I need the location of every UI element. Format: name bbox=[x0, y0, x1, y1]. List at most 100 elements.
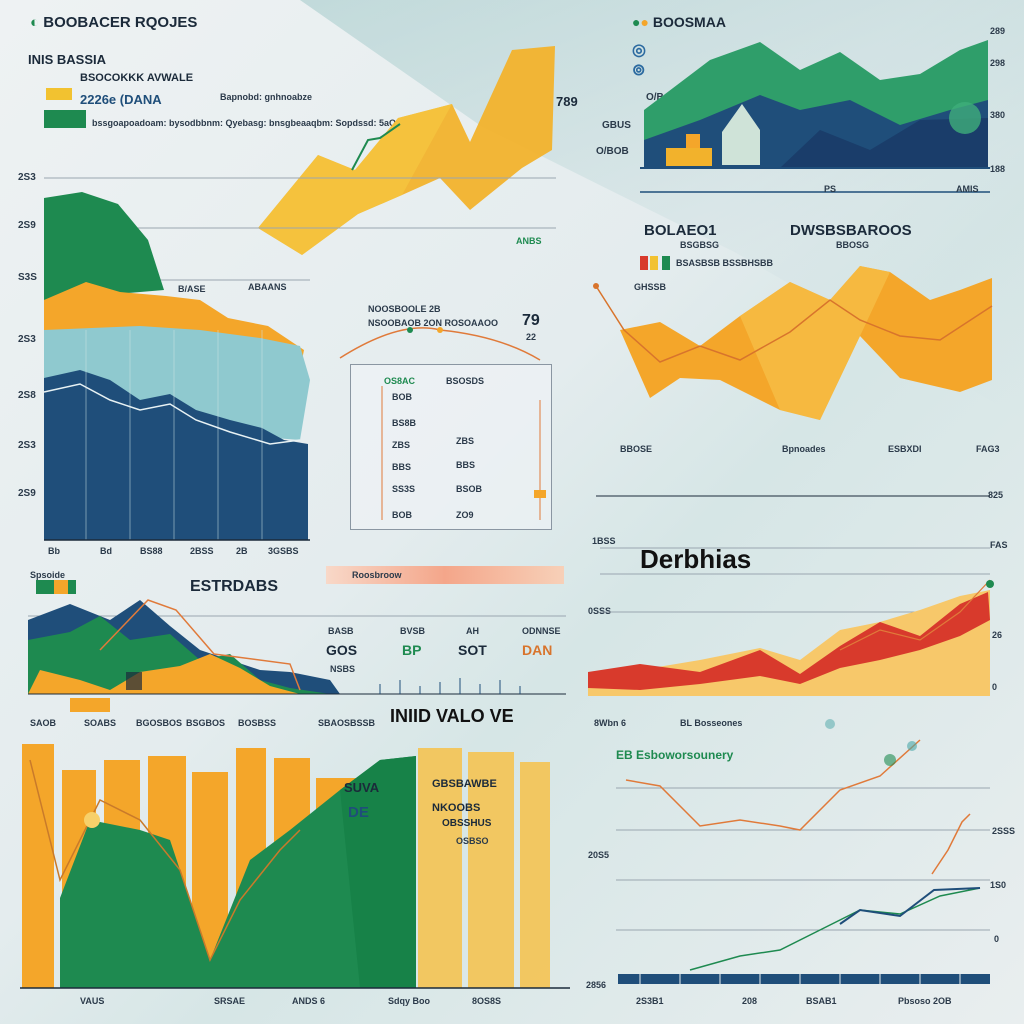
left-right-label: ANBS bbox=[516, 236, 542, 246]
top-left-title: INIS BASSIA bbox=[28, 52, 107, 67]
peak-label: 789 bbox=[556, 94, 578, 109]
mid-left-x-3: BGOSBOS bbox=[136, 718, 183, 728]
bottom-right-tick-1: 2SSS bbox=[992, 826, 1016, 836]
center-data-box bbox=[350, 364, 552, 530]
right-mid-x-1: BBOSE bbox=[620, 444, 653, 454]
mid-left-x-2: SOABS bbox=[84, 718, 117, 728]
bottom-left-panel-text1: SUVA bbox=[344, 780, 380, 795]
right-mid-legend2: GHSSB bbox=[634, 282, 667, 292]
center-header: OS8AC bbox=[384, 376, 416, 386]
top-right-label-a: GBUS bbox=[602, 120, 631, 131]
left-y-tick-6: 2S3 bbox=[18, 440, 36, 451]
mid-left-col-2: BVSB bbox=[400, 626, 426, 636]
mid-left-sub: NSBS bbox=[330, 664, 356, 674]
top-right-axis-a: PS bbox=[824, 184, 837, 194]
legend-swatch-green bbox=[44, 110, 86, 128]
bottom-left-x-3: ANDS 6 bbox=[292, 996, 326, 1006]
center-row-4: BBS bbox=[392, 462, 412, 472]
legend-green-swatch bbox=[662, 256, 670, 270]
top-right-icon-b: ⊚ bbox=[632, 62, 646, 79]
mid-left-col-1: BASB bbox=[328, 626, 354, 636]
mid-left-bar bbox=[326, 566, 564, 584]
top-right-label-b: O/BOB bbox=[596, 146, 629, 157]
right-mid-title-right: DWSBSBAROOS bbox=[790, 222, 912, 239]
bottom-left-panel-text6: OSBSO bbox=[456, 836, 489, 846]
bottom-left-panel-text3: GBSBAWBE bbox=[432, 778, 497, 790]
left-x-tick-4: 2BSS bbox=[190, 546, 214, 556]
right-mid-subtitle: BSGBSG bbox=[680, 240, 720, 250]
center-title2: NSOOBAOB 2ON ROSOAAOO bbox=[368, 318, 499, 328]
derbhias-left-tick2: 0SSS bbox=[588, 606, 612, 616]
mid-left-value-4: DAN bbox=[522, 642, 553, 658]
left-x-tick-2: Bd bbox=[100, 546, 112, 556]
derbhias-title: Derbhias bbox=[640, 544, 752, 574]
top-left-sub3: Bapnobd: gnhnoabze bbox=[220, 92, 312, 102]
center-row-3: ZBS bbox=[392, 440, 410, 450]
legend-swatch-yellow bbox=[46, 88, 72, 100]
legend-red-swatch bbox=[640, 256, 648, 270]
derbhias-right-tick-1: FAS bbox=[990, 540, 1008, 550]
mid-left-value-2: BP bbox=[402, 642, 422, 658]
center-row2-1: ZBS bbox=[456, 436, 474, 446]
right-mid-x-3: ESBXDI bbox=[888, 444, 922, 454]
bottom-right-legend-a: 8Wbn 6 bbox=[594, 718, 627, 728]
derbhias-right-tick-2: 26 bbox=[992, 630, 1003, 640]
left-x-tick-5: 2B bbox=[236, 546, 248, 556]
top-left-sub2: 2226e (DANA bbox=[80, 92, 162, 107]
center-value: 79 bbox=[522, 312, 540, 329]
brand-left: ◐ BOOBACER RQOJES bbox=[30, 14, 198, 31]
center-title1: NOOSBOOLE 2B bbox=[368, 304, 441, 314]
bottom-left-panel-text2: DE bbox=[348, 804, 369, 821]
bottom-right-left-bottom: 2856 bbox=[586, 980, 607, 990]
derbhias-right-tick-3: 0 bbox=[992, 682, 998, 692]
mid-left-col-4: ODNNSE bbox=[522, 626, 561, 636]
top-right-label-c: O/B bbox=[646, 92, 664, 103]
center-row-6: BOB bbox=[392, 510, 412, 520]
bottom-left-panel-text4: NKOOBS bbox=[432, 802, 481, 814]
mid-left-x-5: BOSBSS bbox=[238, 718, 277, 728]
right-mid-title-left: BOLAEO1 bbox=[644, 222, 717, 239]
derbhias-left-tick: 1BSS bbox=[592, 536, 616, 546]
bottom-right-x-1: 2S3B1 bbox=[636, 996, 664, 1006]
mid-left-title: ESTRDABS bbox=[190, 578, 279, 595]
left-y-tick-1: 2S3 bbox=[18, 172, 36, 183]
left-y-tick-2: 2S9 bbox=[18, 220, 36, 231]
top-left-caption: bssgoapoadoam: bysodbbnm: Qyebasg: bnsgb… bbox=[92, 118, 397, 128]
center-row2-4: ZO9 bbox=[456, 510, 474, 520]
left-x-tick-3: BS88 bbox=[140, 546, 163, 556]
mid-left-x-4: BSGBOS bbox=[186, 718, 226, 728]
center-row-2: BS8B bbox=[392, 418, 417, 428]
brand-right: ●● BOOSMAA bbox=[632, 14, 726, 30]
bottom-left-x-2: SRSAE bbox=[214, 996, 246, 1006]
top-right-axis-b: AMIS bbox=[956, 184, 979, 194]
left-y-tick-7: 2S9 bbox=[18, 488, 36, 499]
left-x-tick-1: Bb bbox=[48, 546, 60, 556]
bottom-right-x-4: Pbsoso 2OB bbox=[898, 996, 952, 1006]
bottom-right-left-tick: 20S5 bbox=[588, 850, 610, 860]
top-right-tick-1: 289 bbox=[990, 26, 1006, 36]
mid-left-bar-label: Roosbroow bbox=[352, 570, 402, 580]
left-y-tick-5: 2S8 bbox=[18, 390, 36, 401]
bottom-left-x-5: 8OS8S bbox=[472, 996, 502, 1006]
left-y-tick-4: 2S3 bbox=[18, 334, 36, 345]
top-right-icon-a: ◎ bbox=[632, 42, 646, 59]
bottom-right-x-3: BSAB1 bbox=[806, 996, 837, 1006]
bottom-right-legend-c: EB Esboworsounery bbox=[616, 748, 734, 762]
right-mid-tick: 825 bbox=[988, 490, 1004, 500]
right-mid-x-2: Bpnoades bbox=[782, 444, 826, 454]
mid-left-value-1: GOS bbox=[326, 642, 358, 658]
top-right-tick-4: 188 bbox=[990, 164, 1006, 174]
mid-left-x-6: SBAOSBSSB bbox=[318, 718, 376, 728]
center-value2: 22 bbox=[526, 332, 537, 342]
mid-left-col-3: AH bbox=[466, 626, 479, 636]
right-mid-legend1: BSASBSB BSSBHSBB bbox=[676, 258, 774, 268]
bottom-right-x-2: 208 bbox=[742, 996, 758, 1006]
